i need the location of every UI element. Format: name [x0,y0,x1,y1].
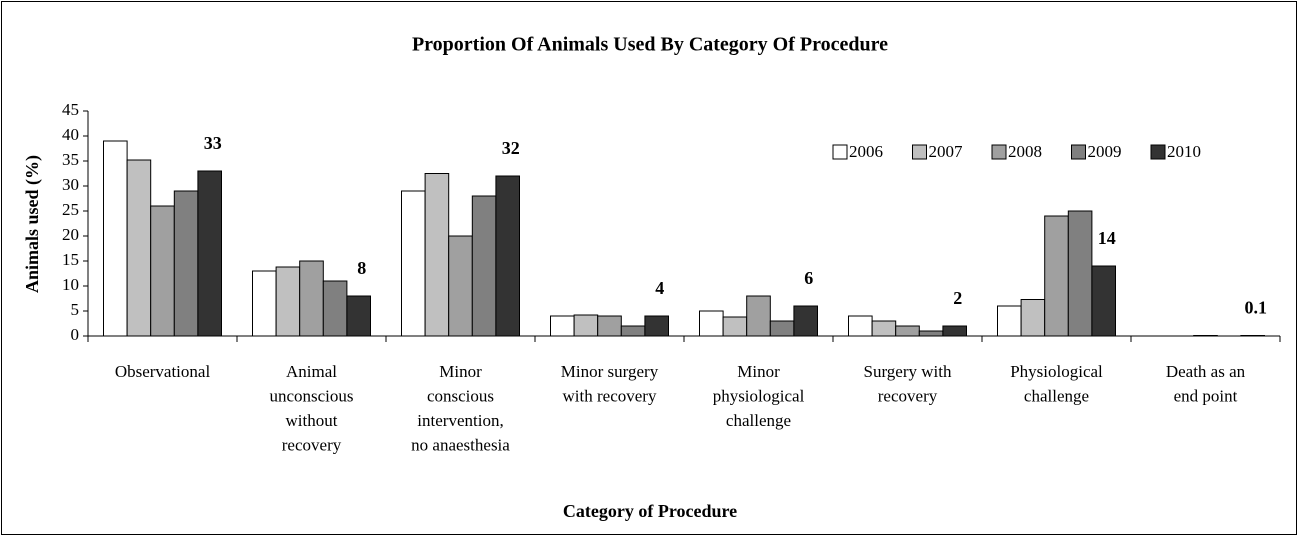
x-tick-label: without [286,411,338,430]
bar [150,205,175,337]
legend-label: 2008 [1008,142,1042,161]
bar [299,260,324,337]
x-tick-label: Minor [737,362,780,381]
bar [573,314,599,337]
bar [848,315,873,337]
legend-label: 2006 [849,142,883,161]
bar [895,325,920,337]
bar [197,170,222,337]
y-tick-label: 15 [62,250,79,269]
bar [597,315,622,337]
x-tick-label: recovery [878,386,938,405]
bar [746,295,771,337]
bar [346,295,371,337]
bar [471,195,497,337]
y-axis-label: Animals used (%) [22,155,43,293]
data-label: 8 [357,258,366,278]
x-axis-label: Category of Procedure [563,501,737,521]
bar [275,266,301,337]
bar [769,320,795,337]
bar [495,175,520,337]
x-tick-label: no anaesthesia [411,435,510,454]
data-label: 32 [502,138,520,158]
x-tick-label: Minor [439,362,482,381]
legend-swatch [1150,144,1166,160]
x-tick-label: with recovery [563,386,657,405]
bar [424,173,450,337]
bar [997,305,1022,337]
legend-swatch [832,144,848,160]
bar [252,270,277,337]
bar [1044,215,1069,337]
x-tick-label: intervention, [417,411,503,430]
bar [620,325,646,337]
bar [448,235,473,337]
data-label: 14 [1098,228,1116,248]
bar [1067,210,1093,337]
legend-label: 2007 [929,142,964,161]
bar [1091,265,1117,337]
y-tick-label: 30 [62,175,79,194]
x-tick-label: challenge [726,411,791,430]
bar [173,190,199,337]
x-tick-label: challenge [1024,386,1089,405]
bar [103,140,128,337]
x-tick-label: Observational [115,362,211,381]
x-tick-label: Animal [286,362,337,381]
bar [322,280,348,337]
x-tick-label: end point [1174,386,1238,405]
chart-title: Proportion Of Animals Used By Category O… [412,34,888,56]
bar [918,330,944,337]
bar [722,316,748,337]
data-label: 4 [655,278,664,298]
y-tick-label: 0 [71,325,80,344]
y-tick-label: 45 [62,100,79,119]
data-label: 0.1 [1244,298,1267,318]
legend-label: 2010 [1167,142,1201,161]
x-tick-label: Physiological [1010,362,1103,381]
bar [550,315,575,337]
bar [126,159,152,337]
y-tick-label: 25 [62,200,79,219]
y-tick-label: 40 [62,125,79,144]
data-label: 6 [804,268,813,288]
legend-swatch [912,144,927,160]
legend-swatch [1071,144,1086,160]
bar [1020,299,1046,337]
x-tick-label: physiological [713,386,805,405]
y-tick-label: 35 [62,150,79,169]
bar [1240,335,1266,337]
bar [401,190,426,337]
bar [644,315,670,337]
data-label: 33 [204,133,222,153]
bar [699,310,724,337]
x-tick-label: unconscious [269,386,353,405]
x-tick-label: Minor surgery [561,362,659,381]
x-tick-label: Surgery with [864,362,952,381]
bar [793,305,819,337]
data-label: 2 [953,288,962,308]
bar [871,320,897,337]
x-tick-label: Death as an [1166,362,1246,381]
x-tick-label: recovery [282,435,342,454]
bar [1193,335,1218,337]
y-tick-label: 10 [62,275,79,294]
y-tick-label: 20 [62,225,79,244]
y-tick-label: 5 [71,300,80,319]
bar [942,325,968,337]
legend-label: 2009 [1088,142,1122,161]
legend-swatch [991,144,1007,160]
x-tick-label: conscious [427,386,494,405]
